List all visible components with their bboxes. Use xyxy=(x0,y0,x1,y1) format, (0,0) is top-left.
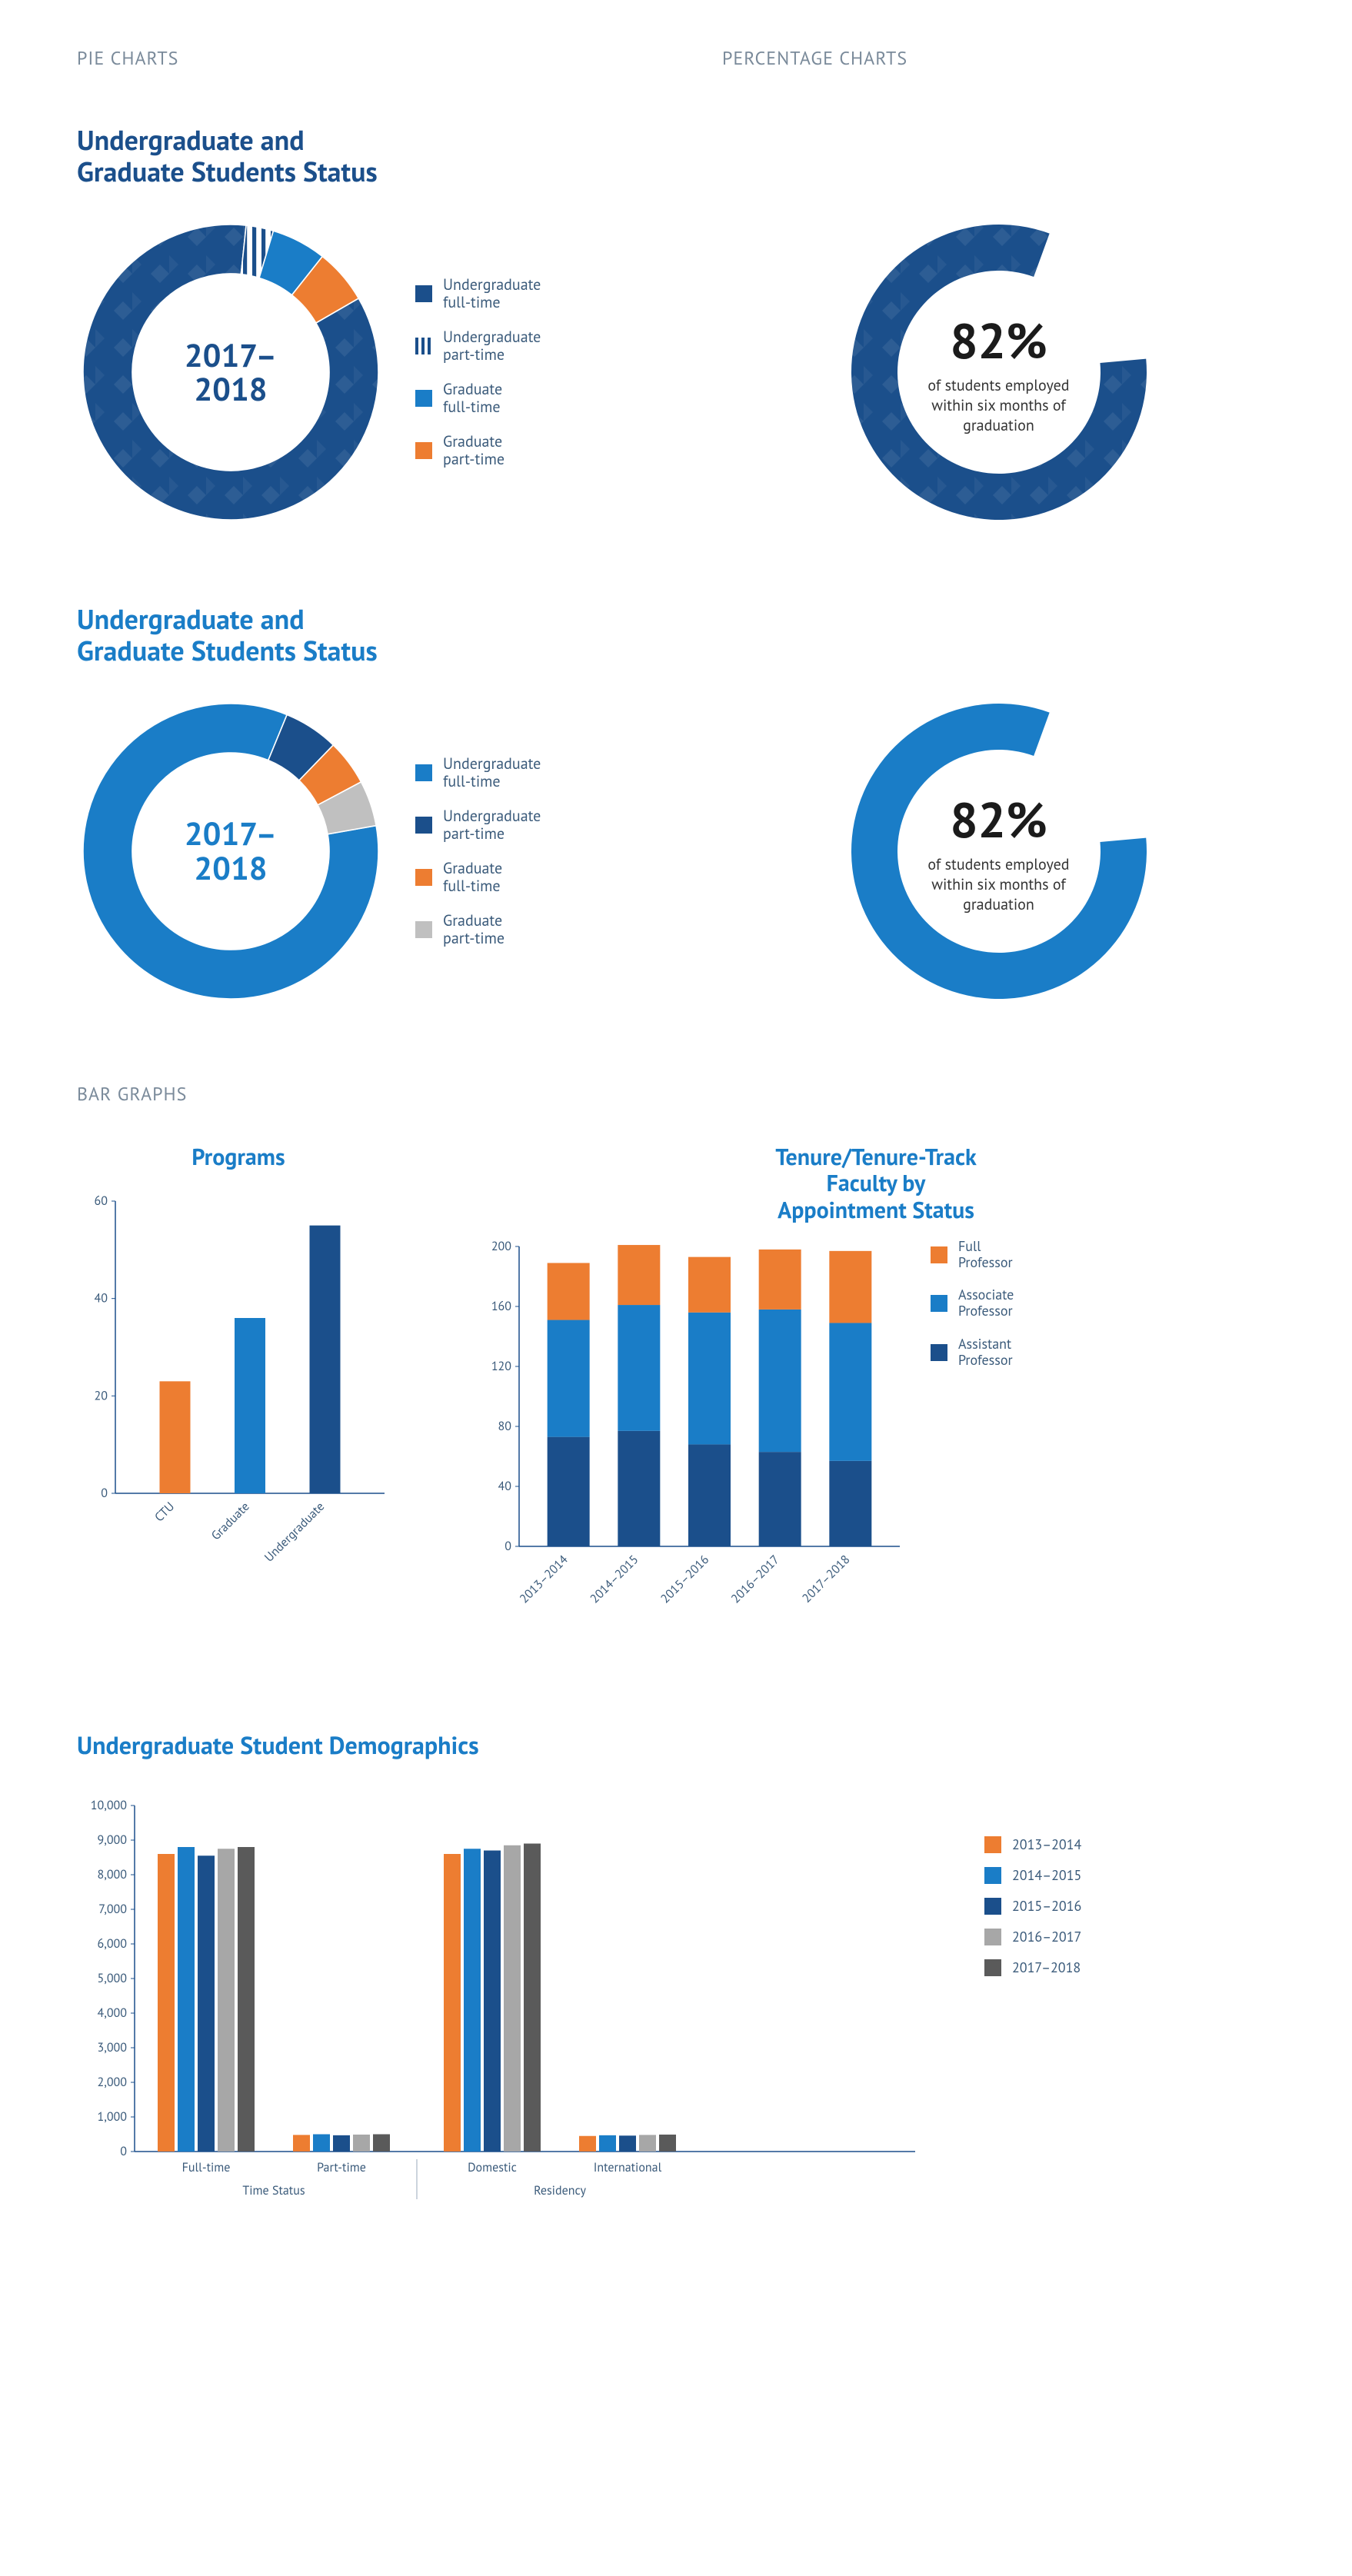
svg-text:Part-time: Part-time xyxy=(317,2160,366,2175)
svg-text:60: 60 xyxy=(95,1193,108,1209)
bar1-chart: 0 20 40 60 CTU GraduateUndergraduate xyxy=(77,1186,400,1586)
pct1-donut: 82% of students employedwithin six month… xyxy=(845,218,1153,526)
pie1-legend: Undergraduatefull-time Undergraduatepart-… xyxy=(415,276,541,468)
svg-text:7,000: 7,000 xyxy=(98,1902,127,1917)
bar-section-label: BAR GRAPHS xyxy=(77,1082,1275,1106)
bar2-legend: FullProfessor AssociateProfessor Assistant… xyxy=(931,1239,1014,1639)
svg-text:80: 80 xyxy=(498,1419,512,1434)
legend-item: 2016–2017 xyxy=(984,1929,1081,1945)
svg-text:9,000: 9,000 xyxy=(98,1832,128,1848)
svg-text:Undergraduate: Undergraduate xyxy=(261,1499,328,1565)
pie1-donut: 2017–2018 xyxy=(77,218,385,526)
svg-text:International: International xyxy=(594,2160,662,2175)
svg-text:2014–2015: 2014–2015 xyxy=(587,1552,641,1606)
legend-item: 2015–2016 xyxy=(984,1898,1081,1915)
svg-text:40: 40 xyxy=(95,1291,108,1306)
legend-item: Graduatefull-time xyxy=(415,381,541,416)
legend-item: Undergraduatepart-time xyxy=(415,807,541,843)
bar3-title: Undergraduate Student Demographics xyxy=(77,1731,1275,1759)
svg-text:20: 20 xyxy=(95,1388,108,1403)
pie2-donut: 2017–2018 xyxy=(77,697,385,1005)
svg-text:8,000: 8,000 xyxy=(98,1867,128,1882)
svg-text:0: 0 xyxy=(101,1486,108,1501)
svg-text:2017–2018: 2017–2018 xyxy=(799,1552,853,1606)
svg-text:0: 0 xyxy=(505,1539,511,1554)
bar2-chart: 0 40 80 120 160 200 2013–2014 2014–2015 2015–201… xyxy=(477,1239,907,1639)
legend-item: FullProfessor xyxy=(931,1239,1014,1270)
bar3-legend: 2013–2014 2014–2015 2015–2016 2016–2017 2017… xyxy=(984,1790,1081,1976)
pct-section-label: PERCENTAGE CHARTS xyxy=(722,46,1275,70)
legend-item: Graduatefull-time xyxy=(415,860,541,895)
legend-item: Graduatepart-time xyxy=(415,912,541,947)
legend-item: Graduatepart-time xyxy=(415,433,541,468)
svg-text:0: 0 xyxy=(120,2144,127,2159)
svg-text:4,000: 4,000 xyxy=(98,2005,128,2021)
svg-text:Time Status: Time Status xyxy=(242,2183,305,2198)
legend-item: 2014–2015 xyxy=(984,1867,1081,1884)
legend-item: 2017–2018 xyxy=(984,1959,1081,1976)
svg-text:CTU: CTU xyxy=(152,1499,178,1525)
svg-text:Graduate: Graduate xyxy=(208,1499,253,1543)
svg-text:200: 200 xyxy=(491,1239,511,1254)
pct2-donut: 82% of students employedwithin six month… xyxy=(845,697,1153,1005)
legend-item: AssistantProfessor xyxy=(931,1336,1014,1368)
svg-text:160: 160 xyxy=(491,1299,511,1314)
svg-text:2016–2017: 2016–2017 xyxy=(728,1552,783,1606)
svg-text:2,000: 2,000 xyxy=(98,2075,128,2090)
svg-text:10,000: 10,000 xyxy=(91,1798,127,1813)
bar1-title: Programs xyxy=(77,1144,400,1171)
pie-section-label: PIE CHARTS xyxy=(77,46,630,70)
svg-text:Domestic: Domestic xyxy=(468,2160,517,2175)
svg-text:5,000: 5,000 xyxy=(98,1971,128,1986)
legend-item: Undergraduatefull-time xyxy=(415,755,541,790)
svg-text:1,000: 1,000 xyxy=(98,2109,128,2125)
bar3-chart: 0 1,000 2,000 3,000 4,000 5,000 6,000 7,000 8,00… xyxy=(77,1790,923,2221)
svg-text:2015–2016: 2015–2016 xyxy=(658,1552,712,1606)
legend-item: Undergraduatefull-time xyxy=(415,276,541,311)
legend-item: AssociateProfessor xyxy=(931,1287,1014,1319)
pie1-title: Undergraduate andGraduate Students Statu… xyxy=(77,124,630,188)
legend-item: Undergraduatepart-time xyxy=(415,328,541,364)
bar2-title: Tenure/Tenure-TrackFaculty byAppointment… xyxy=(477,1144,1275,1224)
svg-text:2013–2014: 2013–2014 xyxy=(517,1552,571,1606)
svg-text:Full-time: Full-time xyxy=(182,2160,231,2175)
svg-text:3,000: 3,000 xyxy=(98,2040,128,2055)
svg-text:40: 40 xyxy=(498,1479,512,1494)
legend-item: 2013–2014 xyxy=(984,1836,1081,1853)
pie2-title: Undergraduate andGraduate Students Statu… xyxy=(77,603,630,667)
svg-text:Residency: Residency xyxy=(534,2183,586,2198)
pie2-legend: Undergraduatefull-time Undergraduatepart-… xyxy=(415,755,541,947)
svg-text:120: 120 xyxy=(491,1359,511,1374)
svg-text:6,000: 6,000 xyxy=(98,1936,128,1952)
